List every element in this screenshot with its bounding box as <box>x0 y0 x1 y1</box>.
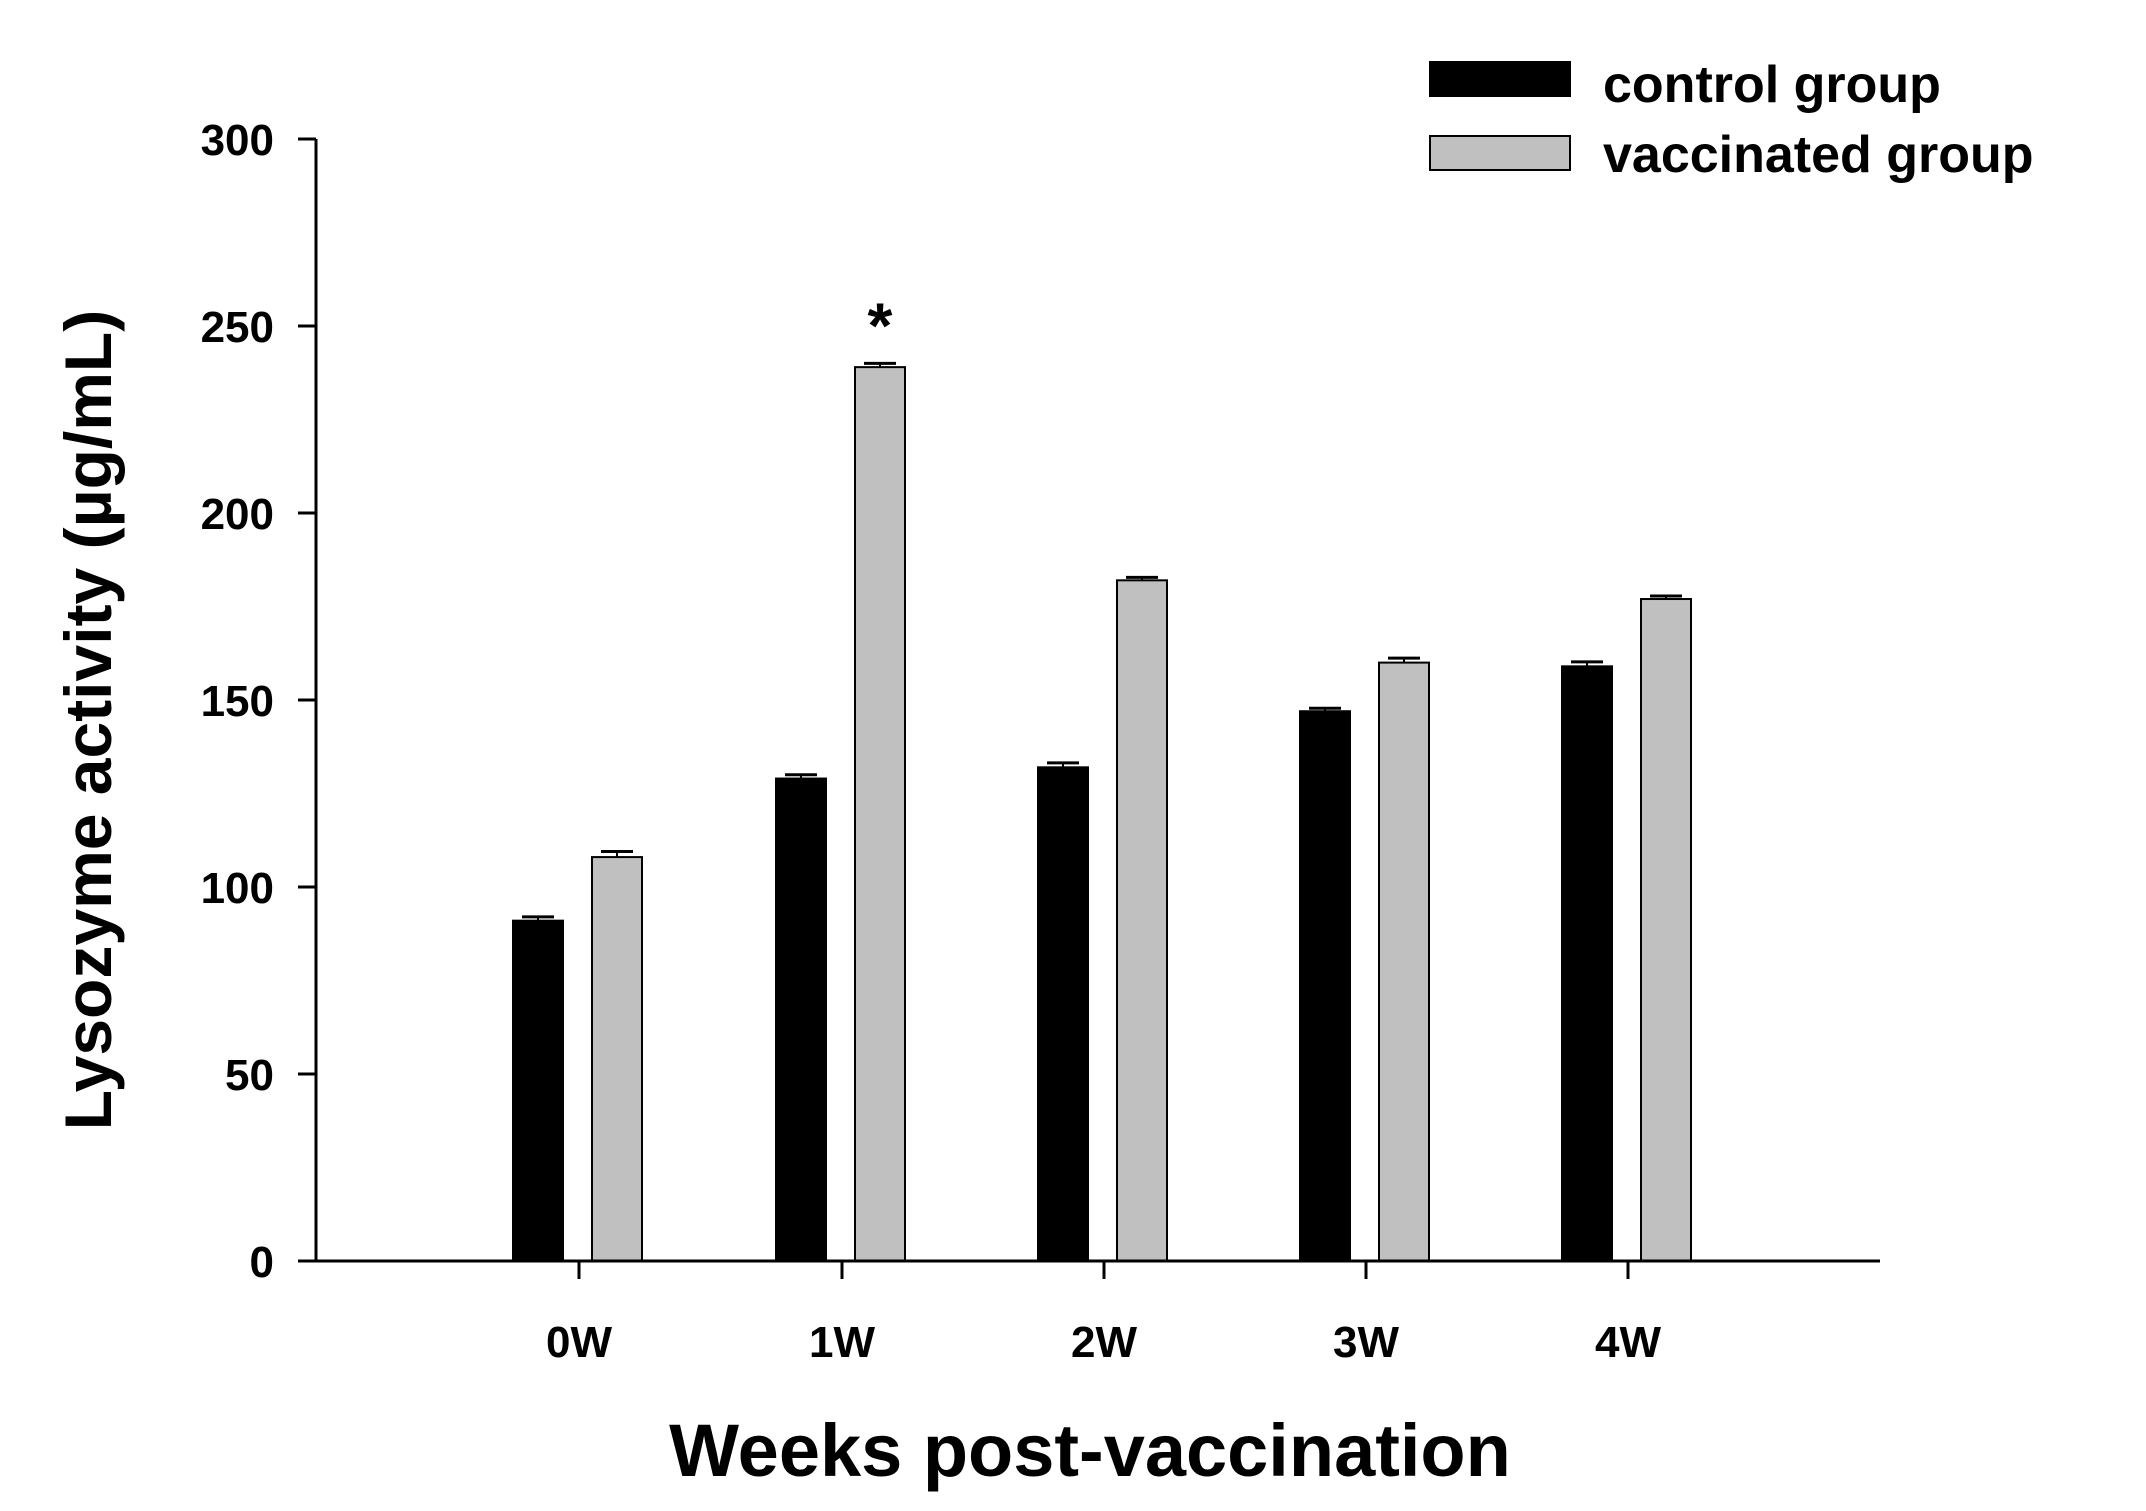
y-tick-label: 0 <box>250 1238 274 1287</box>
y-tick-label: 150 <box>201 677 274 726</box>
error-bars-layer <box>522 361 1682 921</box>
significance-marker: * <box>868 289 893 361</box>
x-tick-label: 1W <box>809 1318 875 1367</box>
bar-vaccinated-3W <box>1378 661 1430 1262</box>
legend-swatch-control <box>1429 61 1571 97</box>
y-tick-label: 250 <box>201 303 274 352</box>
legend: control group vaccinated group <box>1429 56 2034 184</box>
y-tick-label: 300 <box>201 116 274 165</box>
annotations-layer: * <box>868 289 893 361</box>
y-axis-title: Lysozyme activity (µg/mL) <box>51 310 125 1130</box>
bar-vaccinated-1W <box>854 366 906 1262</box>
x-tick-label: 4W <box>1595 1318 1661 1367</box>
bar-control-4W <box>1561 665 1613 1262</box>
x-axis-title: Weeks post-vaccination <box>669 1409 1511 1492</box>
y-tick-label: 100 <box>201 864 274 913</box>
legend-label-control: control group <box>1603 56 1941 114</box>
x-tick-label: 3W <box>1333 1318 1399 1367</box>
bar-control-3W <box>1299 710 1351 1262</box>
bar-control-0W <box>512 919 564 1262</box>
y-ticks-layer: 0 50 100 150 200 250 300 <box>201 116 316 1287</box>
bar-control-2W <box>1037 766 1089 1262</box>
y-tick-label: 200 <box>201 490 274 539</box>
bars-layer <box>512 366 1692 1263</box>
x-ticks-layer: 0W 1W 2W 3W 4W <box>546 1261 1661 1367</box>
x-tick-label: 2W <box>1071 1318 1137 1367</box>
bar-vaccinated-2W <box>1116 579 1168 1262</box>
y-tick-label: 50 <box>225 1051 274 1100</box>
bar-vaccinated-0W <box>591 856 643 1263</box>
x-tick-label: 0W <box>546 1318 612 1367</box>
legend-label-vaccinated: vaccinated group <box>1603 126 2034 184</box>
legend-swatch-vaccinated <box>1429 135 1571 171</box>
bar-vaccinated-4W <box>1640 598 1692 1262</box>
bar-control-1W <box>775 777 827 1262</box>
